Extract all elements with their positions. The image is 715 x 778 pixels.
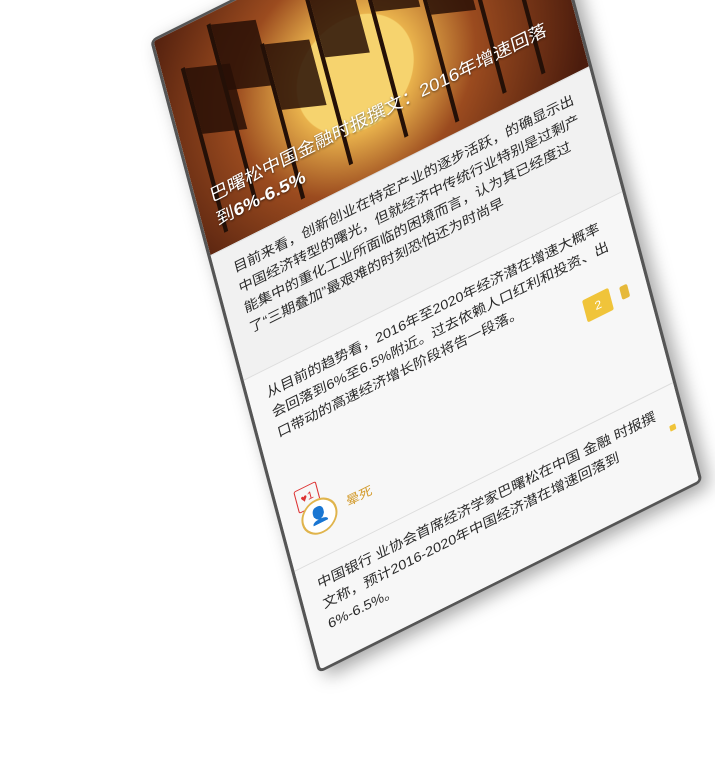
marker-icon [669, 423, 677, 432]
app-screen: 巴曙松中国金融时报撰文：2016年增速回落到6%-6.5% 目前来看，创新创业在… [150, 0, 703, 674]
reply-count-badge[interactable]: 2 [582, 287, 614, 323]
author-name[interactable]: 晕死 [344, 482, 374, 509]
pen-icon[interactable] [619, 283, 631, 301]
